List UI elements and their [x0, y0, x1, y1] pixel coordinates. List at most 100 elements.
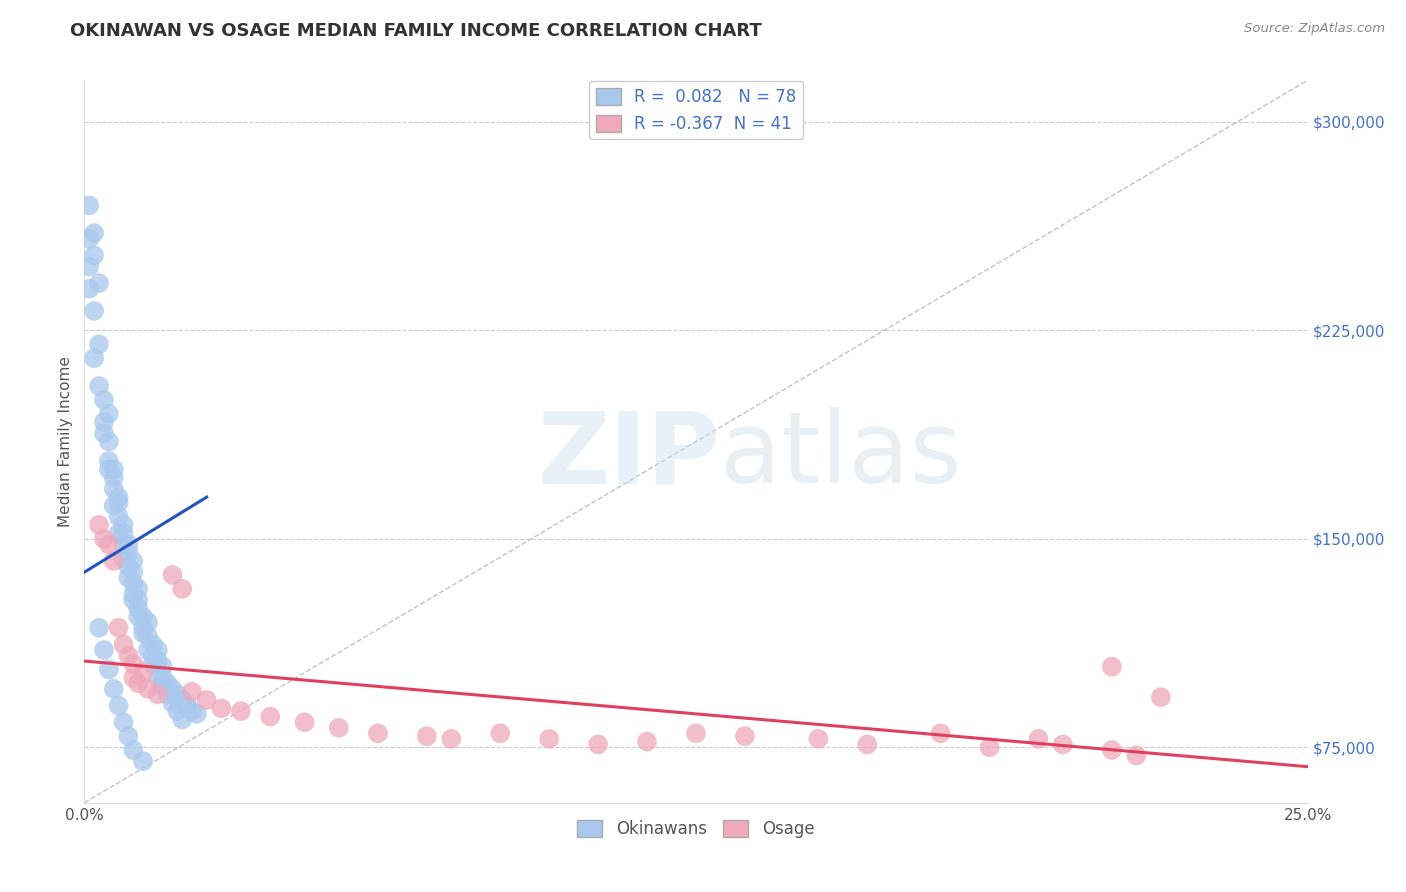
Point — [112, 526, 135, 541]
Point — [152, 671, 174, 685]
Point — [97, 537, 120, 551]
Point — [122, 565, 145, 579]
Point — [1101, 743, 1123, 757]
Point — [117, 571, 139, 585]
Point — [117, 729, 139, 743]
Point — [1150, 690, 1173, 705]
Point — [929, 726, 952, 740]
Point — [152, 679, 174, 693]
Point — [142, 648, 165, 663]
Point — [112, 715, 135, 730]
Point — [77, 232, 100, 246]
Point — [259, 709, 281, 723]
Point — [97, 454, 120, 468]
Point — [146, 643, 169, 657]
Y-axis label: Median Family Income: Median Family Income — [58, 356, 73, 527]
Point — [117, 559, 139, 574]
Point — [132, 609, 155, 624]
Point — [146, 671, 169, 685]
Point — [181, 704, 204, 718]
Point — [107, 509, 129, 524]
Point — [1101, 659, 1123, 673]
Point — [172, 713, 194, 727]
Point — [77, 198, 100, 212]
Point — [132, 665, 155, 680]
Point — [83, 248, 105, 262]
Point — [107, 621, 129, 635]
Point — [87, 621, 110, 635]
Point — [122, 657, 145, 671]
Point — [97, 662, 120, 676]
Point — [122, 743, 145, 757]
Point — [103, 462, 125, 476]
Point — [136, 629, 159, 643]
Point — [87, 276, 110, 290]
Point — [122, 587, 145, 601]
Point — [112, 551, 135, 566]
Point — [107, 526, 129, 541]
Point — [103, 681, 125, 696]
Point — [856, 738, 879, 752]
Point — [146, 687, 169, 701]
Point — [294, 715, 316, 730]
Point — [103, 482, 125, 496]
Point — [87, 379, 110, 393]
Point — [1052, 738, 1074, 752]
Text: ZIP: ZIP — [537, 408, 720, 505]
Point — [103, 499, 125, 513]
Point — [734, 729, 756, 743]
Point — [117, 648, 139, 663]
Point — [127, 676, 149, 690]
Point — [172, 693, 194, 707]
Point — [117, 546, 139, 560]
Legend: Okinawans, Osage: Okinawans, Osage — [571, 814, 821, 845]
Point — [979, 740, 1001, 755]
Point — [142, 637, 165, 651]
Point — [122, 593, 145, 607]
Point — [83, 226, 105, 240]
Point — [97, 434, 120, 449]
Point — [636, 734, 658, 748]
Point — [83, 304, 105, 318]
Point — [367, 726, 389, 740]
Point — [1028, 731, 1050, 746]
Point — [93, 532, 115, 546]
Point — [87, 337, 110, 351]
Point — [229, 704, 252, 718]
Point — [209, 701, 232, 715]
Point — [328, 721, 350, 735]
Point — [107, 698, 129, 713]
Point — [162, 681, 184, 696]
Text: Source: ZipAtlas.com: Source: ZipAtlas.com — [1244, 22, 1385, 36]
Point — [122, 576, 145, 591]
Point — [93, 426, 115, 441]
Point — [103, 470, 125, 484]
Point — [146, 654, 169, 668]
Point — [807, 731, 830, 746]
Point — [132, 626, 155, 640]
Point — [195, 693, 218, 707]
Point — [122, 671, 145, 685]
Point — [186, 706, 208, 721]
Point — [127, 601, 149, 615]
Point — [127, 582, 149, 596]
Point — [136, 643, 159, 657]
Point — [416, 729, 439, 743]
Point — [127, 593, 149, 607]
Point — [136, 615, 159, 630]
Text: atlas: atlas — [720, 408, 962, 505]
Point — [87, 517, 110, 532]
Point — [176, 698, 198, 713]
Point — [156, 687, 179, 701]
Point — [142, 657, 165, 671]
Point — [103, 554, 125, 568]
Point — [107, 490, 129, 504]
Point — [97, 462, 120, 476]
Point — [77, 282, 100, 296]
Point — [440, 731, 463, 746]
Point — [181, 684, 204, 698]
Point — [1125, 748, 1147, 763]
Point — [77, 260, 100, 274]
Point — [685, 726, 707, 740]
Point — [97, 407, 120, 421]
